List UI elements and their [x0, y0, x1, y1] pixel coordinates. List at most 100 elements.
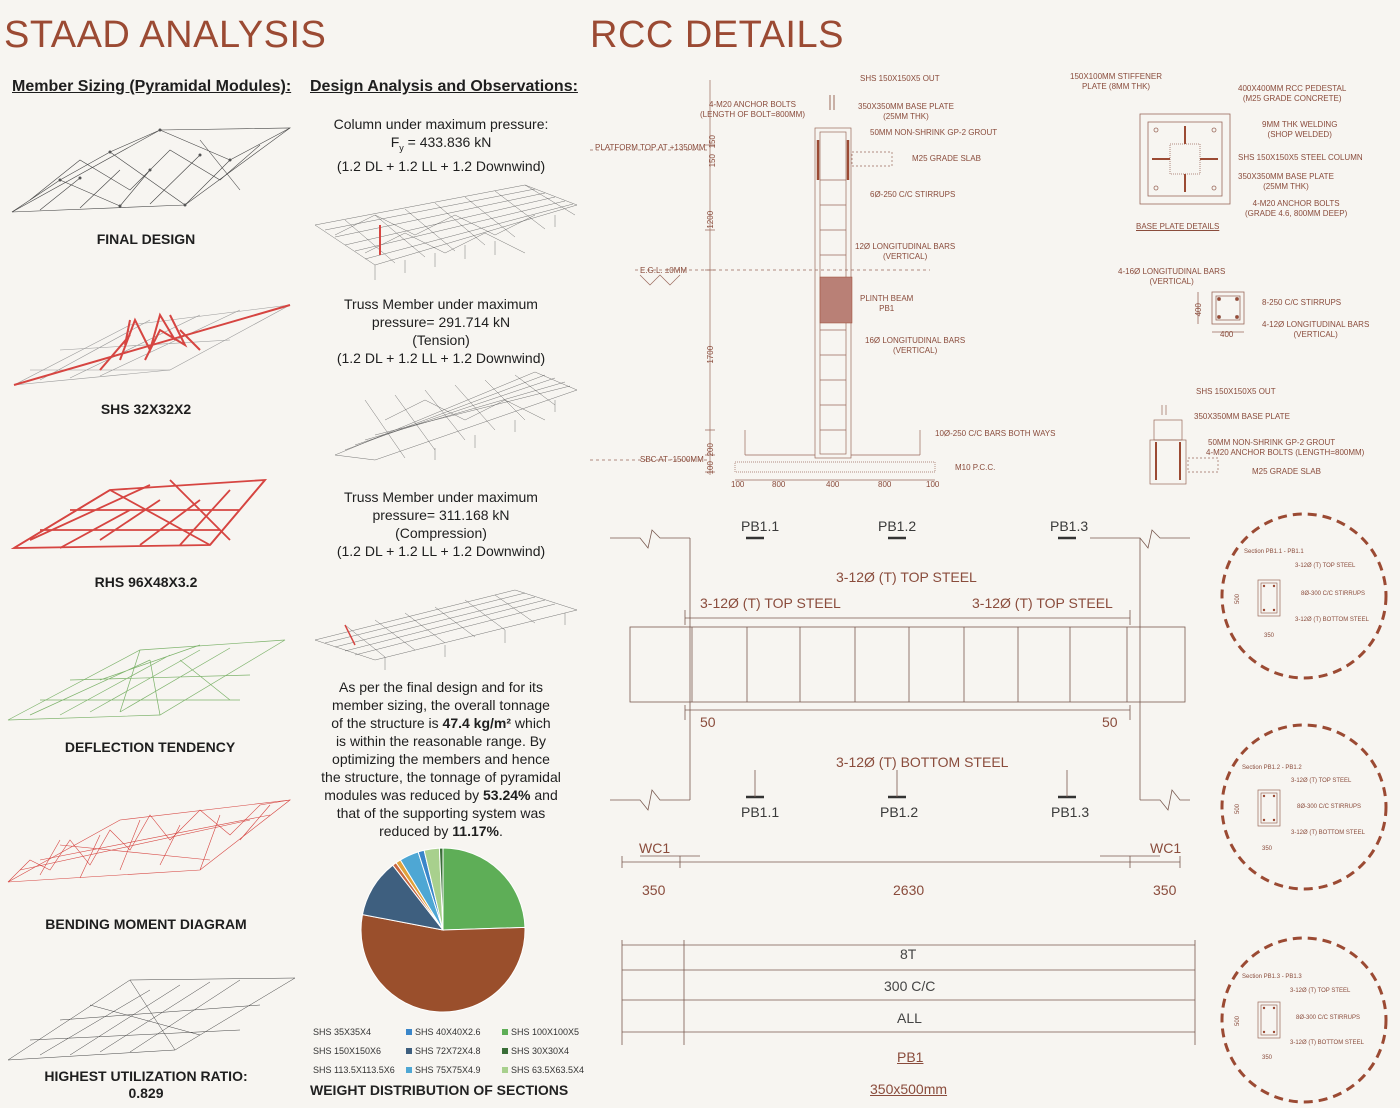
- ann-sbc: SBC AT -1500MM: [640, 455, 704, 464]
- rcc-title: RCC DETAILS: [590, 14, 844, 56]
- pb-bot-2: PB1.2: [880, 804, 919, 820]
- wc-right: WC1: [1150, 840, 1182, 856]
- utilization-value: 0.829: [128, 1085, 164, 1101]
- vdim-1200: 1200: [706, 210, 716, 229]
- row-8t: 8T: [900, 946, 917, 962]
- circle1-top: 3-12Ø (T) TOP STEEL: [1295, 563, 1356, 569]
- ann-pedestal: 400X400MM RCC PEDESTAL (M25 GRADE CONCRET…: [1238, 84, 1347, 103]
- circle1-h: 500: [1235, 593, 1242, 605]
- circle2-stir: 8Ø-300 C/C STIRRUPS: [1297, 804, 1362, 810]
- legend-item: SHS 150X150X6: [310, 1046, 406, 1056]
- ann-plinth: PLINTH BEAM PB1: [860, 294, 914, 313]
- vdim-100: 100: [705, 461, 715, 475]
- caption-deflection: DEFLECTION TENDENCY: [64, 739, 236, 755]
- hdim-100b: 100: [926, 480, 940, 489]
- row-all: ALL: [897, 1010, 922, 1026]
- vdim-1700: 1700: [706, 345, 716, 364]
- pb-bot-3: PB1.3: [1051, 804, 1090, 820]
- rhs96-truss: [10, 478, 268, 549]
- sec-dim-h: 400: [1220, 330, 1234, 339]
- circle2-w: 350: [1262, 846, 1273, 852]
- tonnage-paragraph: As per the final design and for its memb…: [321, 679, 561, 839]
- dim-350-left: 350: [642, 882, 666, 898]
- ann-small-plate: 350X350MM BASE PLATE: [1194, 412, 1290, 421]
- top-steel-right: 3-12Ø (T) TOP STEEL: [972, 595, 1113, 611]
- ann-bp-bolts: 4-M20 ANCHOR BOLTS (GRADE 4.6, 800MM DEEP…: [1245, 199, 1348, 218]
- deflection-truss: [7, 639, 286, 721]
- ann-shs-out: SHS 150X150X5 OUT: [860, 74, 940, 83]
- circle1-stir: 8Ø-300 C/C STIRRUPS: [1301, 591, 1366, 597]
- circle2-h: 500: [1235, 803, 1242, 815]
- pie-legend: SHS 35X35X4 SHS 40X40X2.6 SHS 100X100X5 SHS…: [310, 1027, 600, 1075]
- member-sizing-illustrations: [7, 127, 296, 1061]
- legend-item: SHS 100X100X5: [502, 1027, 598, 1037]
- weight-distribution-pie: [360, 847, 526, 1013]
- vdim-200: 200: [705, 443, 715, 457]
- vdim-150a: 150: [707, 135, 717, 149]
- pb1-size: 350x500mm: [870, 1081, 948, 1097]
- sec-dim-v: 400: [1193, 303, 1203, 317]
- pb-bot-1: PB1.1: [741, 804, 780, 820]
- circle3-top: 3-12Ø (T) TOP STEEL: [1290, 988, 1351, 994]
- bending-moment-truss: [7, 799, 292, 883]
- vdim-150b: 150: [707, 154, 717, 168]
- pie-slice: [438, 847, 444, 931]
- circle3-h: 500: [1235, 1015, 1242, 1027]
- legend-swatch: [502, 1029, 508, 1035]
- top-steel-left: 3-12Ø (T) TOP STEEL: [700, 595, 841, 611]
- ann-pcc: M10 P.C.C.: [955, 463, 996, 472]
- small-column-base: [1149, 405, 1219, 485]
- shs32-red-members: [13, 304, 291, 386]
- ann-steel-column: SHS 150X150X5 STEEL COLUMN: [1238, 153, 1363, 162]
- ann-sec-stirrups: 8-250 C/C STIRRUPS: [1262, 298, 1342, 307]
- legend-label: SHS 150X150X6: [313, 1046, 382, 1056]
- observation-column: Column under maximum pressure: Fy = 433.…: [333, 116, 549, 174]
- column-section-drawing: [590, 80, 936, 481]
- caption-shs32: SHS 32X32X2: [100, 401, 192, 417]
- legend-item: SHS 113.5X113.5X6: [310, 1065, 406, 1075]
- column-cross-section: [1197, 291, 1245, 333]
- ann-base-plate: 350X350MM BASE PLATE (25MM THK): [858, 102, 954, 121]
- observation-tension: Truss Member under maximum pressure= 291…: [336, 296, 546, 366]
- row-300cc: 300 C/C: [884, 978, 936, 994]
- pie-slice: [360, 914, 526, 1013]
- ann-bars-both: 10Ø-250 C/C BARS BOTH WAYS: [935, 429, 1056, 438]
- legend-item: SHS 63.5X63.5X4: [502, 1065, 598, 1075]
- dim-350-right: 350: [1153, 882, 1177, 898]
- ann-long16: 16Ø LONGITUDINAL BARS (VERTICAL): [865, 336, 966, 355]
- caption-rhs96: RHS 96X48X3.2: [94, 574, 198, 590]
- design-analysis-heading: Design Analysis and Observations:: [310, 78, 578, 95]
- circle2-title: Section PB1.2 - PB1.2: [1242, 765, 1302, 771]
- hdim-400: 400: [826, 480, 840, 489]
- ann-long12: 12Ø LONGITUDINAL BARS (VERTICAL): [855, 242, 956, 261]
- legend-item: SHS 72X72X4.8: [406, 1046, 502, 1056]
- circle1-bot: 3-12Ø (T) BOTTOM STEEL: [1295, 617, 1369, 623]
- legend-swatch: [406, 1029, 412, 1035]
- pb1-label: PB1: [897, 1049, 924, 1065]
- ann-egl: E.G.L. ±0MM: [640, 266, 688, 275]
- caption-bending-moment: BENDING MOMENT DIAGRAM: [45, 916, 247, 932]
- legend-label: SHS 30X30X4: [511, 1046, 570, 1056]
- legend-item: SHS 40X40X2.6: [406, 1027, 502, 1037]
- legend-swatch: [502, 1067, 508, 1073]
- hdim-100a: 100: [731, 480, 745, 489]
- wc-left: WC1: [639, 840, 671, 856]
- ann-stirrups: 6Ø-250 C/C STIRRUPS: [870, 190, 956, 199]
- ann-stiffener: 150X100MM STIFFENER PLATE (8MM THK): [1070, 72, 1163, 91]
- circle3-stir: 8Ø-300 C/C STIRRUPS: [1296, 1015, 1361, 1021]
- ann-grout: 50MM NON-SHRINK GP-2 GROUT: [870, 128, 998, 137]
- legend-swatch: [406, 1048, 412, 1054]
- ann-welding: 9MM THK WELDING (SHOP WELDED): [1262, 120, 1338, 139]
- ann-sec-long12: 4-12Ø LONGITUDINAL BARS (VERTICAL): [1262, 320, 1370, 339]
- legend-swatch: [502, 1048, 508, 1054]
- dim-50-right: 50: [1102, 714, 1118, 730]
- observation-compression: Truss Member under maximum pressure= 311…: [336, 489, 546, 559]
- legend-label: SHS 100X100X5: [511, 1027, 580, 1037]
- utilization-truss: [7, 977, 296, 1061]
- dim-50-left: 50: [700, 714, 716, 730]
- legend-label: SHS 113.5X113.5X6: [313, 1065, 395, 1075]
- pb-top-3: PB1.3: [1050, 518, 1089, 534]
- ann-small-out: SHS 150X150X5 OUT: [1196, 387, 1276, 396]
- legend-item: SHS 35X35X4: [310, 1027, 406, 1037]
- hdim-800b: 800: [878, 480, 892, 489]
